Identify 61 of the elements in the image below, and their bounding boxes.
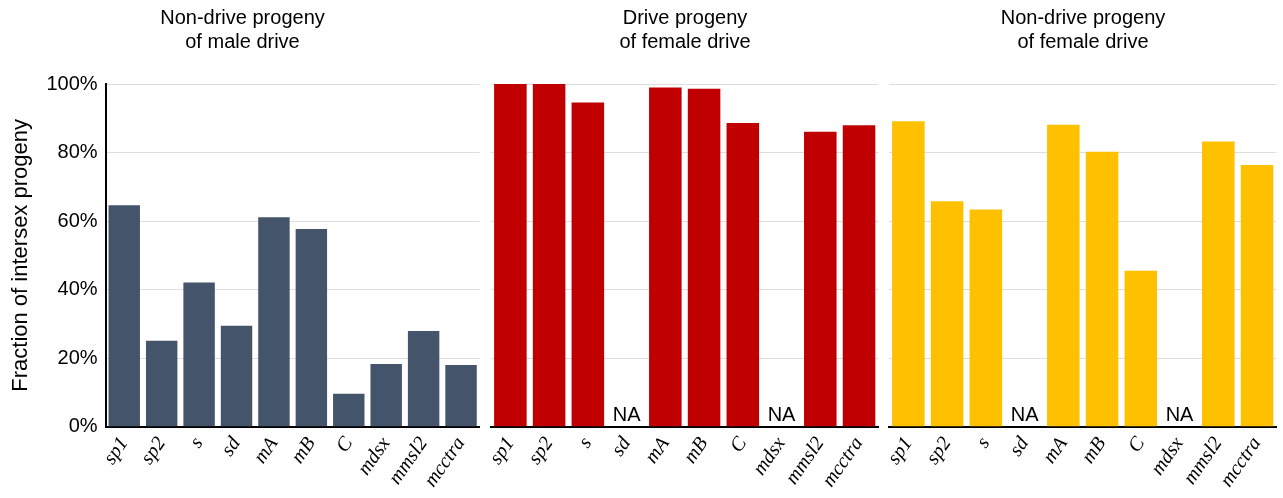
bar [1240,164,1274,427]
bar [1085,151,1119,427]
x-tick-label: sp1 [97,432,133,469]
x-tick-label: s [184,432,207,452]
x-tick-label: mA [1037,431,1072,467]
x-tick-label: sp2 [135,432,171,469]
bar [494,84,527,427]
bar [1047,124,1080,427]
x-tick-label: sp1 [882,432,917,469]
bar [295,228,328,427]
y-tick-label: 40% [57,277,98,300]
chart-title: Drive progeny of female drive [619,5,751,52]
bar [1124,270,1158,427]
x-tick-label: mA [639,431,674,467]
y-tick-label: 100% [46,71,98,94]
bar [145,340,178,427]
bar [726,123,760,427]
x-tick-label: C [1122,431,1149,456]
bar [930,201,964,427]
x-tick-label: sd [215,431,245,460]
x-tick-label: C [724,431,751,456]
bar [804,131,837,427]
x-tick-label: mB [1076,432,1110,467]
x-tick-label: sp1 [484,432,519,469]
x-tick-label: mB [678,432,712,467]
bar [687,88,721,427]
bar [220,325,253,427]
x-tick-label: s [970,432,994,452]
bar [969,209,1003,427]
y-tick-label: 20% [57,345,98,368]
bar [407,331,440,427]
bar [649,87,682,427]
y-axis-title: Fraction of intersex progeny [7,119,33,392]
bar [333,393,365,427]
x-tick-label: sd [1003,431,1033,460]
x-tick-label: mA [248,431,282,467]
bar [532,84,566,427]
x-tick-label: mB [285,432,319,467]
chart-title: Non-drive progeny of female drive [1000,5,1166,52]
x-tick-label: sd [605,431,635,460]
text: NA [612,403,641,426]
bar [183,282,215,427]
bar [445,365,477,427]
text: NA [1010,403,1039,426]
x-tick-label: sp2 [920,432,956,469]
text: NA [1165,403,1194,426]
bar [892,121,925,427]
bar [108,205,140,427]
y-tick-label: 0% [68,414,98,437]
bar [370,364,402,427]
bar [571,102,605,427]
x-tick-label: C [330,431,357,456]
x-tick-label: s [572,432,596,452]
x-tick-label: sp2 [522,432,558,469]
bar [1202,141,1235,427]
y-tick-label: 60% [57,208,98,231]
y-tick-label: 80% [57,140,98,163]
chart-title: Non-drive progeny of male drive [160,5,325,52]
bar [842,125,876,427]
bar [258,217,290,427]
text: NA [767,403,796,426]
